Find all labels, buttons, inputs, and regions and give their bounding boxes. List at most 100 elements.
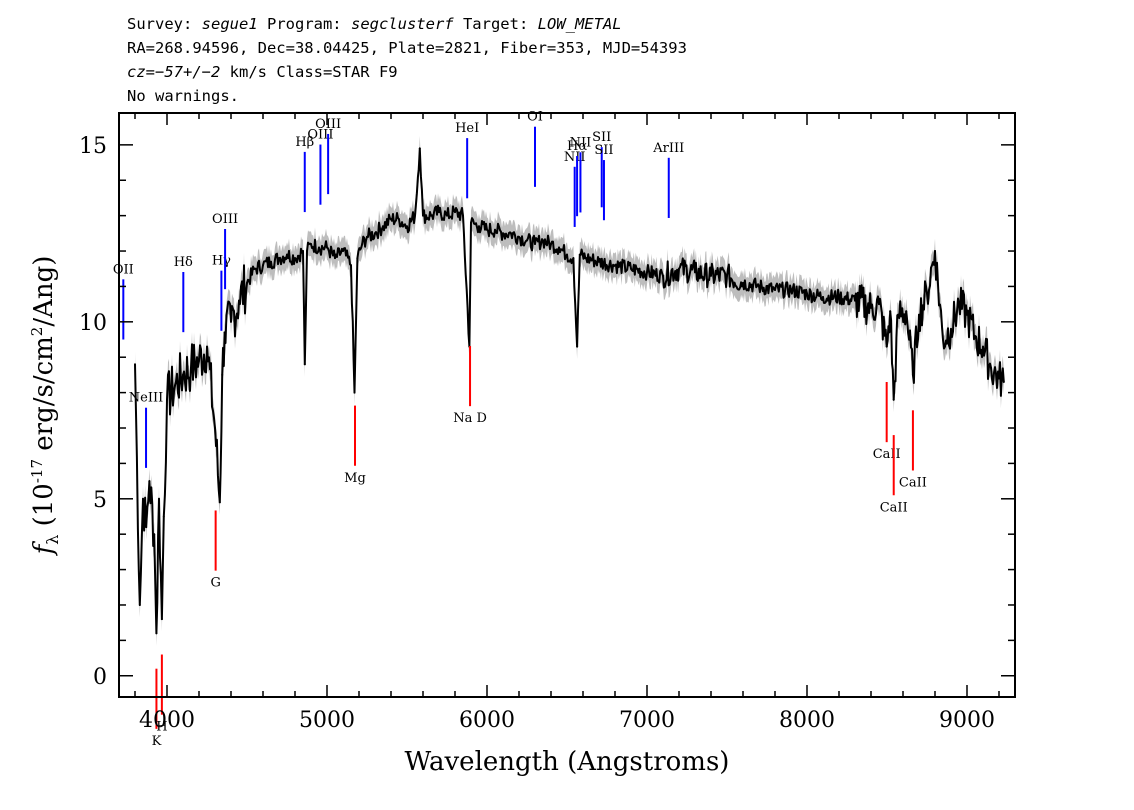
spectrum-point — [494, 228, 496, 231]
spectrum-point — [542, 239, 544, 242]
spectrum-point — [966, 313, 968, 316]
spectrum-point — [742, 281, 744, 284]
spectrum-point — [790, 289, 792, 291]
spectrum-point — [418, 147, 421, 150]
spectrum-point — [366, 235, 368, 238]
x-tick-label: 5000 — [299, 708, 355, 733]
spectrum-point — [310, 243, 312, 245]
spectrum-point — [854, 299, 856, 302]
survey-label: Survey: — [127, 15, 202, 33]
absorption-line-label: G — [210, 576, 220, 591]
y-tick-label: 5 — [93, 488, 107, 513]
spectrum-point — [318, 246, 320, 249]
spectrum-point — [462, 214, 464, 217]
absorption-line-label: H — [156, 720, 167, 735]
spectrum-point — [870, 306, 872, 309]
absorption-line-label: Na D — [453, 411, 487, 426]
x-tick-label: 7000 — [619, 708, 675, 733]
y-tick-label: 15 — [79, 134, 107, 159]
spectrum-point — [822, 296, 824, 298]
absorption-line-label: K — [152, 734, 162, 749]
absorption-line-label: CaII — [880, 500, 908, 515]
header-line-redshift: cz=−57+/−2 km/s Class=STAR F9 — [127, 60, 687, 84]
class-value: km/s Class=STAR F9 — [220, 63, 398, 81]
spectrum-point — [585, 257, 588, 260]
spectrum-point — [889, 310, 892, 313]
spectrum-point — [510, 232, 512, 235]
x-tick-label: 8000 — [779, 708, 835, 733]
spectrum-point — [918, 313, 920, 316]
spectrum-point — [726, 274, 728, 277]
spectrum-point — [1002, 381, 1005, 383]
spectrum-point — [550, 243, 552, 245]
spectrum-point — [361, 243, 364, 245]
spectrum-point — [406, 225, 408, 228]
spectrum-point — [806, 292, 808, 295]
spectrum-point — [160, 618, 163, 621]
emission-line-label: Hβ — [295, 135, 314, 150]
emission-line-label: SII — [594, 143, 613, 158]
spectrum-point — [334, 257, 336, 260]
spectrum-point — [710, 274, 712, 277]
spectrum-point — [974, 335, 976, 337]
spectrum-point — [356, 257, 359, 260]
spectrum-point — [262, 264, 264, 267]
spectrum-point — [218, 501, 221, 504]
spectrum-point — [306, 250, 308, 252]
spectrum-point — [950, 327, 952, 330]
spectrum-point — [246, 281, 248, 284]
spectrum-point — [145, 526, 148, 529]
spectrum-point — [182, 373, 184, 376]
header-line-warnings: No warnings. — [127, 87, 239, 105]
spectrum-point — [342, 250, 344, 252]
x-axis-title: Wavelength (Angstroms) — [405, 747, 730, 777]
spectrum-point — [206, 345, 208, 348]
emission-line-label: SII — [592, 130, 611, 145]
spectrum-point — [223, 331, 226, 334]
spectrum-point — [294, 257, 296, 260]
emission-line-label: Hγ — [212, 254, 231, 269]
spectrum-point — [353, 391, 356, 394]
spectrum-point — [630, 267, 632, 270]
spectrum-header: Survey: segue1 Program: segclusterf Targ… — [127, 12, 687, 108]
spectrum-point — [646, 271, 648, 274]
emission-line-label: OIII — [315, 117, 341, 132]
spectrum-point — [155, 632, 158, 635]
absorption-line-label: Mg — [344, 471, 366, 486]
spectrum-point — [878, 303, 880, 306]
spectrum-point — [470, 221, 472, 224]
target-label: Target: — [453, 15, 538, 33]
spectrum-point — [758, 285, 760, 288]
emission-line-label: HeI — [455, 121, 479, 136]
spectrum-point — [526, 239, 528, 242]
spectrum-point — [934, 250, 936, 252]
program-value: segclusterf — [350, 15, 454, 33]
emission-line-label: OII — [113, 262, 134, 277]
spectrum-point — [153, 533, 156, 536]
redshift-value: cz=−57+/−2 — [127, 63, 221, 81]
spectrum-point — [414, 214, 416, 217]
emission-line-label: NeIII — [129, 391, 163, 406]
emission-line-label: OI — [527, 110, 543, 125]
spectrum-point — [558, 246, 560, 249]
spectrum-point — [382, 225, 384, 228]
spectrum-point — [350, 264, 352, 267]
spectrum-point — [398, 218, 400, 221]
spectrum-point — [270, 260, 272, 263]
spectrum-point — [454, 211, 456, 214]
spectrum-point — [892, 398, 895, 401]
spectrum-point — [390, 218, 392, 221]
y-tick-label: 0 — [93, 665, 107, 690]
spectrum-point — [198, 359, 200, 362]
x-tick-label: 4000 — [139, 708, 195, 733]
spectrum-point — [486, 228, 488, 231]
spectrum-point — [478, 225, 480, 228]
emission-line-label: OIII — [307, 128, 333, 143]
spectrum-point — [614, 264, 616, 267]
spectrum-point — [911, 373, 914, 376]
spectrum-point — [303, 363, 306, 366]
absorption-line-label: CaII — [899, 475, 927, 490]
spectrum-point — [254, 267, 256, 270]
spectrum-point — [566, 253, 568, 256]
